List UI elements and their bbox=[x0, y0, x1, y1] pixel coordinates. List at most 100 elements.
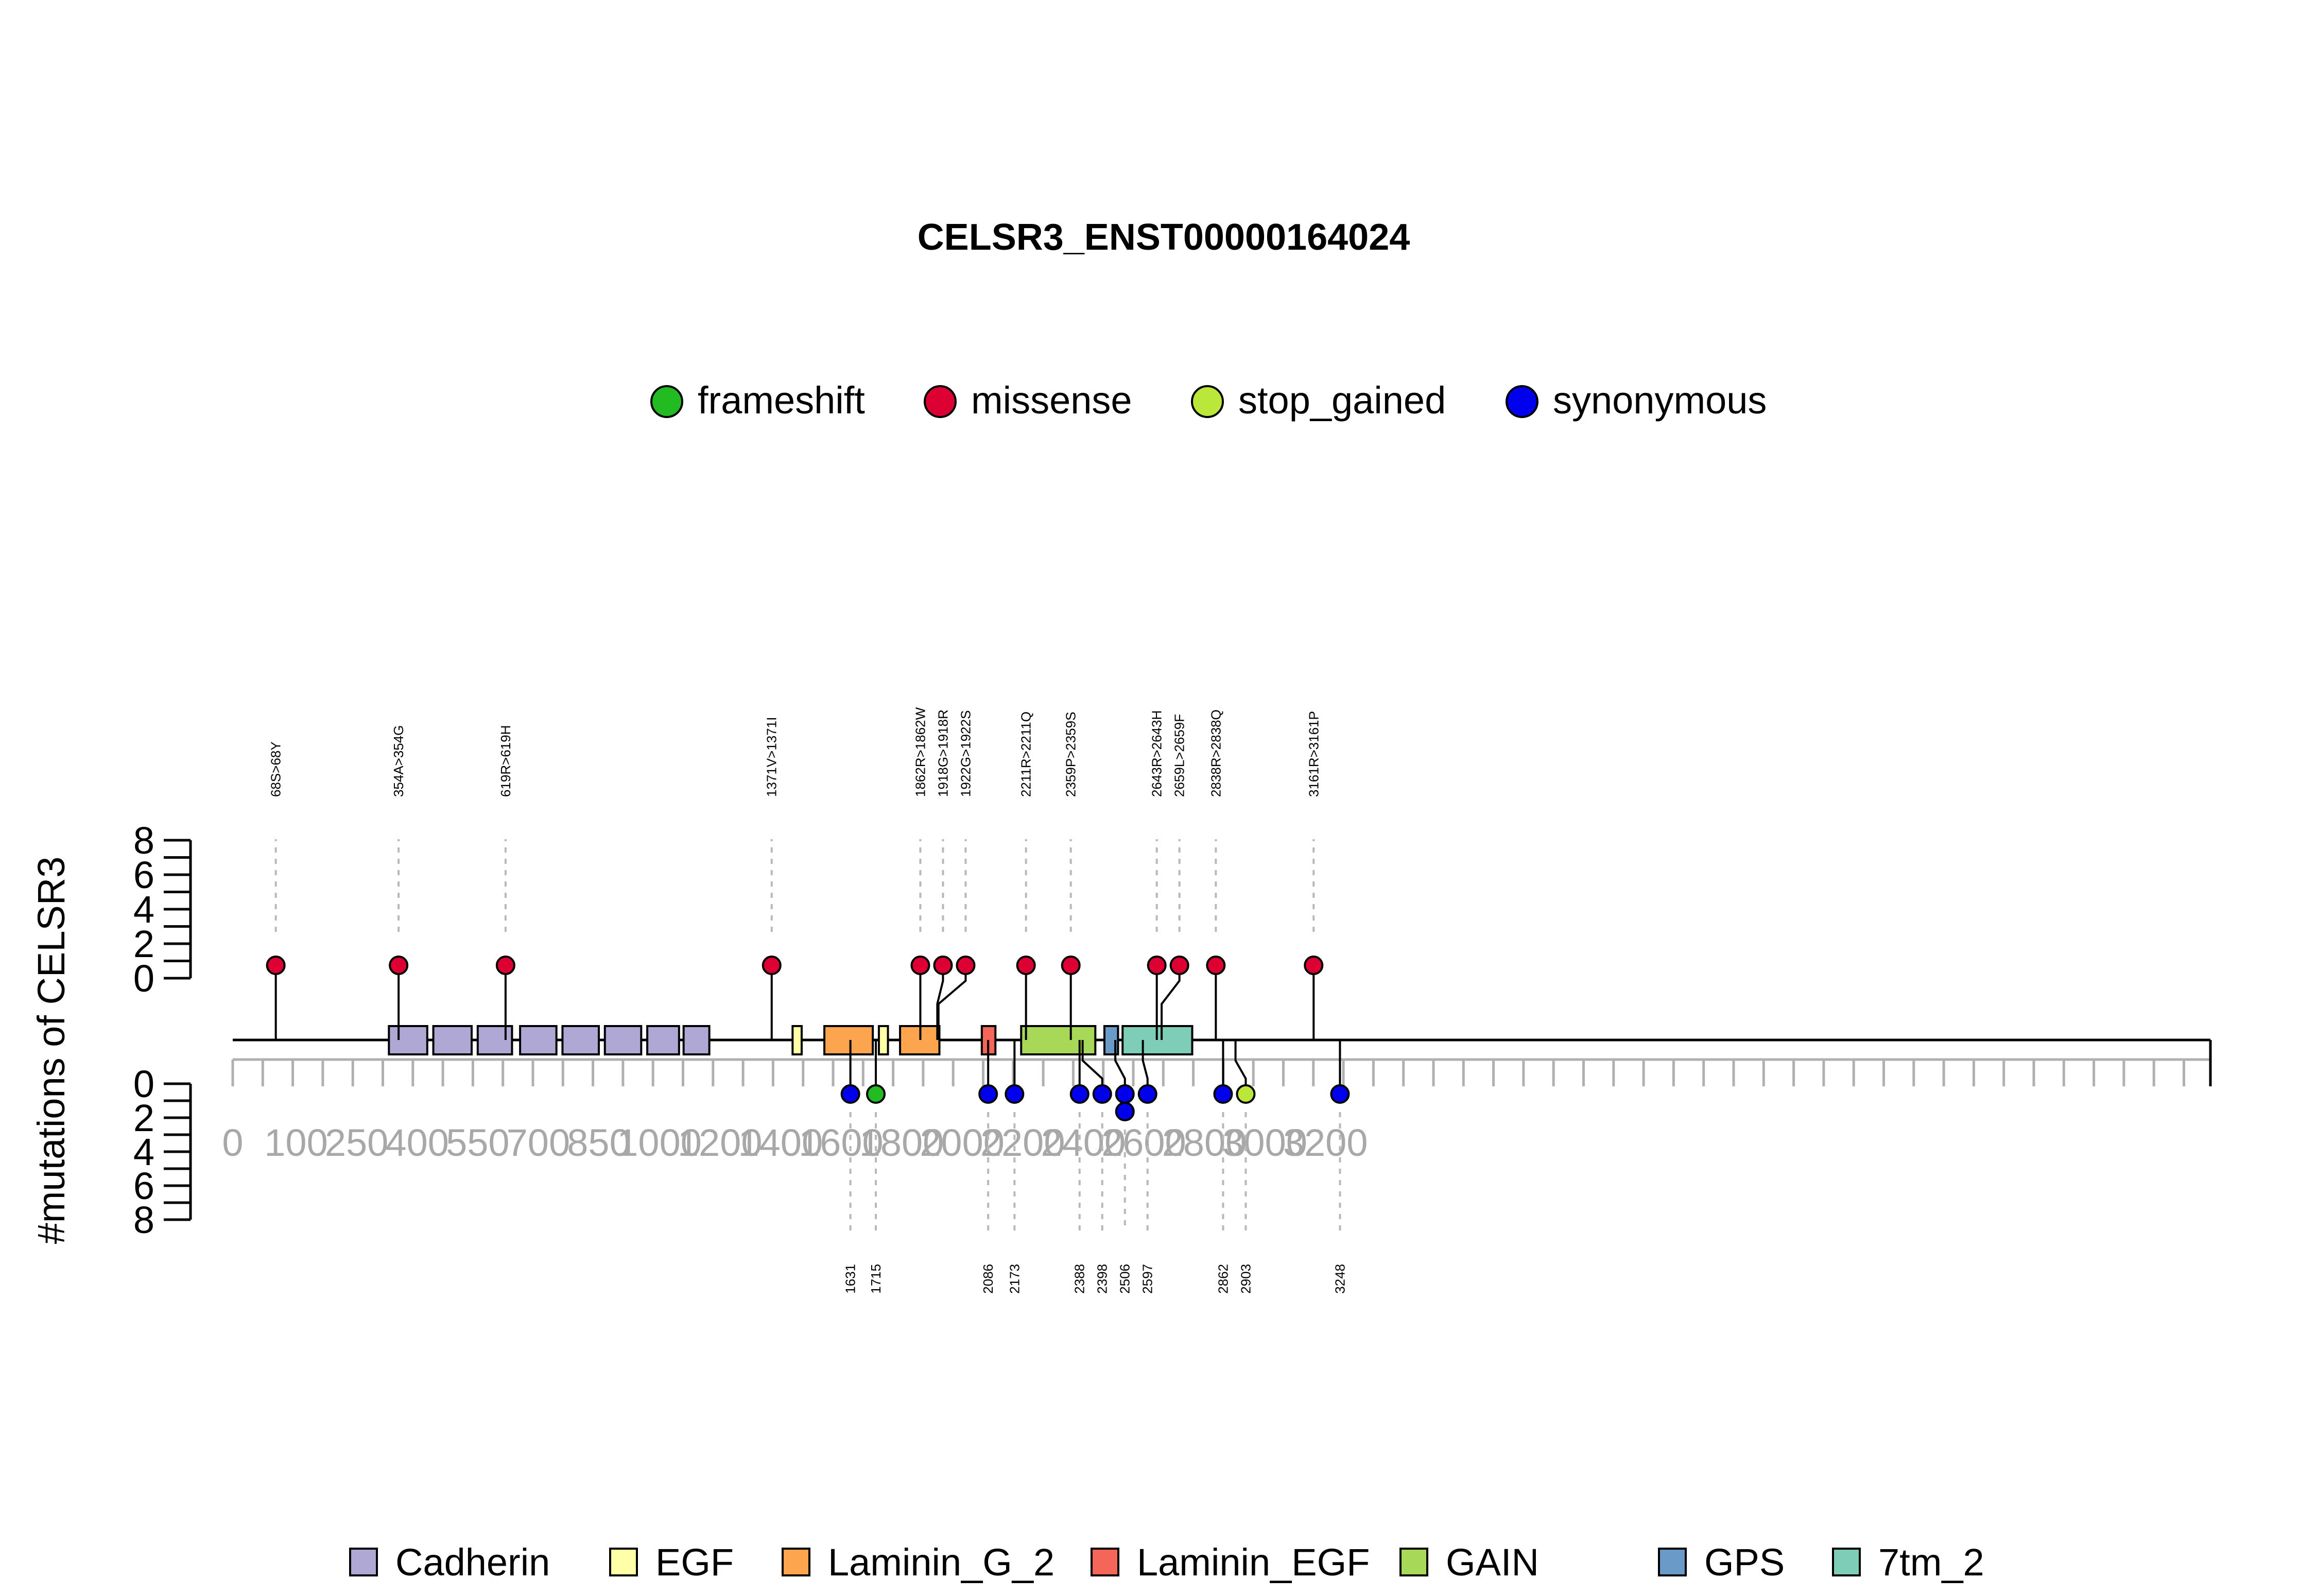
mutation-label: 2597 bbox=[1140, 1264, 1155, 1294]
legend-swatch-7tm_2 bbox=[1832, 1548, 1861, 1576]
domain-cadherin bbox=[561, 1025, 600, 1055]
x-tick-label: 1000 bbox=[617, 1121, 702, 1164]
mutation-label: 2388 bbox=[1072, 1264, 1087, 1294]
domain-gain bbox=[1020, 1025, 1097, 1055]
chart-title: CELSR3_ENST00000164024 bbox=[918, 217, 1410, 258]
x-tick-label: 250 bbox=[325, 1121, 388, 1164]
mutation-label: 1922G>1922S bbox=[958, 710, 973, 797]
domain-cadherin bbox=[646, 1025, 680, 1055]
mutation-marker-stop_gained bbox=[1236, 1084, 1256, 1104]
domain-cadherin bbox=[476, 1025, 513, 1055]
y-bottom-tick-label: 6 bbox=[133, 1165, 154, 1207]
y-bottom-tick-label: 4 bbox=[133, 1131, 154, 1173]
mutation-marker-synonymous bbox=[1005, 1084, 1025, 1104]
y-axis-label: #mutations of CELSR3 bbox=[30, 857, 73, 1244]
mutation-marker-missense bbox=[1304, 956, 1324, 975]
mutation-marker-missense bbox=[1147, 956, 1167, 975]
legend-label-laminin_egf: Laminin_EGF bbox=[1137, 1541, 1370, 1584]
mutation-marker-missense bbox=[1169, 956, 1189, 975]
mutation-label: 1715 bbox=[868, 1264, 884, 1294]
mutation-marker-missense bbox=[910, 956, 930, 975]
x-tick-label: 1600 bbox=[799, 1121, 884, 1164]
y-top-tick-label: 2 bbox=[133, 923, 154, 965]
x-tick-label: 0 bbox=[222, 1121, 243, 1164]
legend-label-egf: EGF bbox=[655, 1541, 734, 1584]
mutation-marker-synonymous bbox=[1213, 1084, 1233, 1104]
legend-label-stop_gained: stop_gained bbox=[1238, 379, 1446, 422]
legend-marker-stop_gained bbox=[1191, 385, 1224, 418]
bottom-mutations: 1631 1715 2086 2173 2388 2398 2506 2597 2862 2903… bbox=[840, 1040, 1350, 1294]
mutation-marker-synonymous bbox=[1115, 1084, 1135, 1104]
mutation-marker-frameshift bbox=[866, 1084, 886, 1104]
mutation-label: 3161R>3161P bbox=[1306, 711, 1321, 797]
x-tick-label: 1200 bbox=[678, 1121, 763, 1164]
domain-legend: Cadherin EGF Laminin_G_2 Laminin_EGF GAIN GPS… bbox=[349, 1541, 1984, 1584]
mutation-marker-missense bbox=[1061, 956, 1081, 975]
mutation-marker-missense bbox=[389, 956, 409, 975]
domain-cadherin bbox=[603, 1025, 643, 1055]
x-tick-label: 3200 bbox=[1283, 1121, 1368, 1164]
mutation-marker-missense bbox=[956, 956, 976, 975]
mutation-marker-missense bbox=[1016, 956, 1036, 975]
mutation-label: 2506 bbox=[1117, 1264, 1133, 1294]
legend-swatch-egf bbox=[609, 1548, 638, 1576]
legend-marker-missense bbox=[924, 385, 957, 418]
mutation-marker-synonymous bbox=[1092, 1084, 1112, 1104]
x-tick-label: 850 bbox=[567, 1121, 630, 1164]
domain-cadherin bbox=[519, 1025, 558, 1055]
top-mutations: 68S>68Y 354A>354G 619R>619H 1371V>1371I 1862… bbox=[266, 707, 1324, 1040]
x-tick-label: 550 bbox=[446, 1121, 509, 1164]
y-bottom-tick-label: 8 bbox=[133, 1199, 154, 1241]
legend-label-gps: GPS bbox=[1704, 1541, 1785, 1584]
mutation-marker-missense bbox=[266, 956, 286, 975]
x-tick-label: 1800 bbox=[859, 1121, 944, 1164]
legend-label-synonymous: synonymous bbox=[1553, 379, 1767, 422]
legend-label-frameshift: frameshift bbox=[698, 379, 865, 422]
legend-label-laminin_g_2: Laminin_G_2 bbox=[828, 1541, 1054, 1584]
legend-label-7tm_2: 7tm_2 bbox=[1878, 1541, 1984, 1584]
mutation-label: 2643R>2643H bbox=[1149, 710, 1165, 797]
x-tick-label: 2600 bbox=[1101, 1121, 1186, 1164]
domain-cadherin bbox=[432, 1025, 473, 1055]
mutation-marker-missense bbox=[762, 956, 782, 975]
domain-cadherin bbox=[682, 1025, 711, 1055]
y-top-tick-label: 4 bbox=[133, 888, 154, 931]
mutation-marker-missense bbox=[933, 956, 953, 975]
mutation-marker-missense bbox=[495, 956, 515, 975]
legend-label-gain: GAIN bbox=[1446, 1541, 1539, 1584]
mutation-label: 2659L>2659F bbox=[1172, 714, 1187, 797]
mutation-label: 1631 bbox=[843, 1264, 858, 1294]
x-tick-label: 3000 bbox=[1222, 1121, 1307, 1164]
mutation-marker-synonymous bbox=[978, 1084, 998, 1104]
legend-label-cadherin: Cadherin bbox=[395, 1541, 550, 1584]
mutation-label: 3248 bbox=[1332, 1264, 1347, 1294]
legend-label-missense: missense bbox=[971, 379, 1132, 422]
y-bottom-tick-label: 0 bbox=[133, 1063, 154, 1105]
x-tick-label: 100 bbox=[264, 1121, 327, 1164]
x-tick-label: 400 bbox=[385, 1121, 448, 1164]
x-tick-label: 2400 bbox=[1041, 1121, 1126, 1164]
mutation-marker-synonymous bbox=[1137, 1084, 1157, 1104]
mutation-marker-missense bbox=[1206, 956, 1226, 975]
legend-swatch-laminin_g_2 bbox=[782, 1548, 810, 1576]
mutation-label: 2086 bbox=[980, 1264, 996, 1294]
mutation-label: 2862 bbox=[1215, 1264, 1231, 1294]
mutation-label: 619R>619H bbox=[498, 725, 513, 797]
x-tick-label: 1400 bbox=[738, 1121, 823, 1164]
position-axis: 0 100250400550700850100012001400160018002… bbox=[222, 1058, 2210, 1164]
x-tick-label: 2800 bbox=[1162, 1121, 1247, 1164]
legend-swatch-cadherin bbox=[349, 1548, 378, 1576]
mutation-marker-synonymous bbox=[840, 1084, 860, 1104]
mutation-label: 354A>354G bbox=[391, 725, 406, 797]
y-top-tick-label: 8 bbox=[133, 819, 154, 862]
y-bottom-tick-label: 2 bbox=[133, 1097, 154, 1139]
mutation-marker-synonymous bbox=[1330, 1084, 1350, 1104]
x-tick-label: 2200 bbox=[980, 1121, 1065, 1164]
legend-marker-synonymous bbox=[1506, 385, 1538, 418]
mutation-label: 2359P>2359S bbox=[1063, 712, 1079, 797]
y-top-tick-label: 0 bbox=[133, 957, 154, 1000]
protein-domains bbox=[388, 1025, 1194, 1055]
mutation-label: 2173 bbox=[1007, 1264, 1022, 1294]
